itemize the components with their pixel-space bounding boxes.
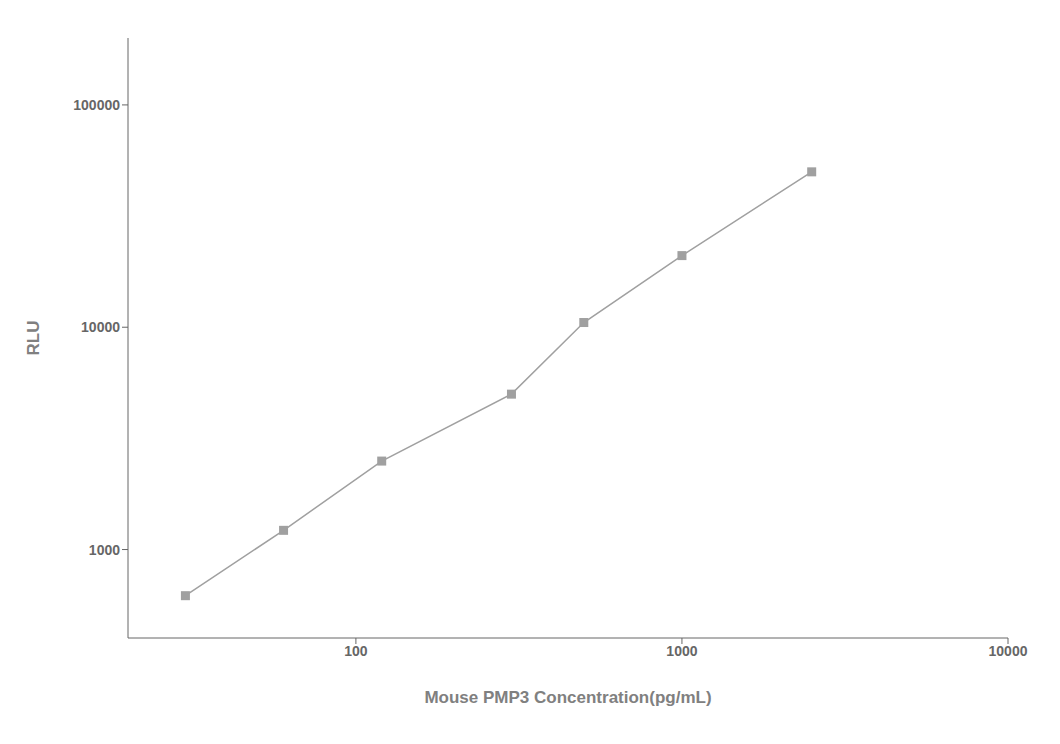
svg-text:RLU: RLU	[24, 321, 43, 356]
svg-text:1000: 1000	[666, 643, 697, 659]
svg-text:100: 100	[344, 643, 368, 659]
svg-text:10000: 10000	[989, 643, 1028, 659]
svg-text:1000: 1000	[89, 542, 120, 558]
svg-text:100000: 100000	[73, 97, 120, 113]
svg-text:10000: 10000	[81, 319, 120, 335]
svg-text:Mouse PMP3 Concentration(pg/mL: Mouse PMP3 Concentration(pg/mL)	[424, 688, 711, 707]
